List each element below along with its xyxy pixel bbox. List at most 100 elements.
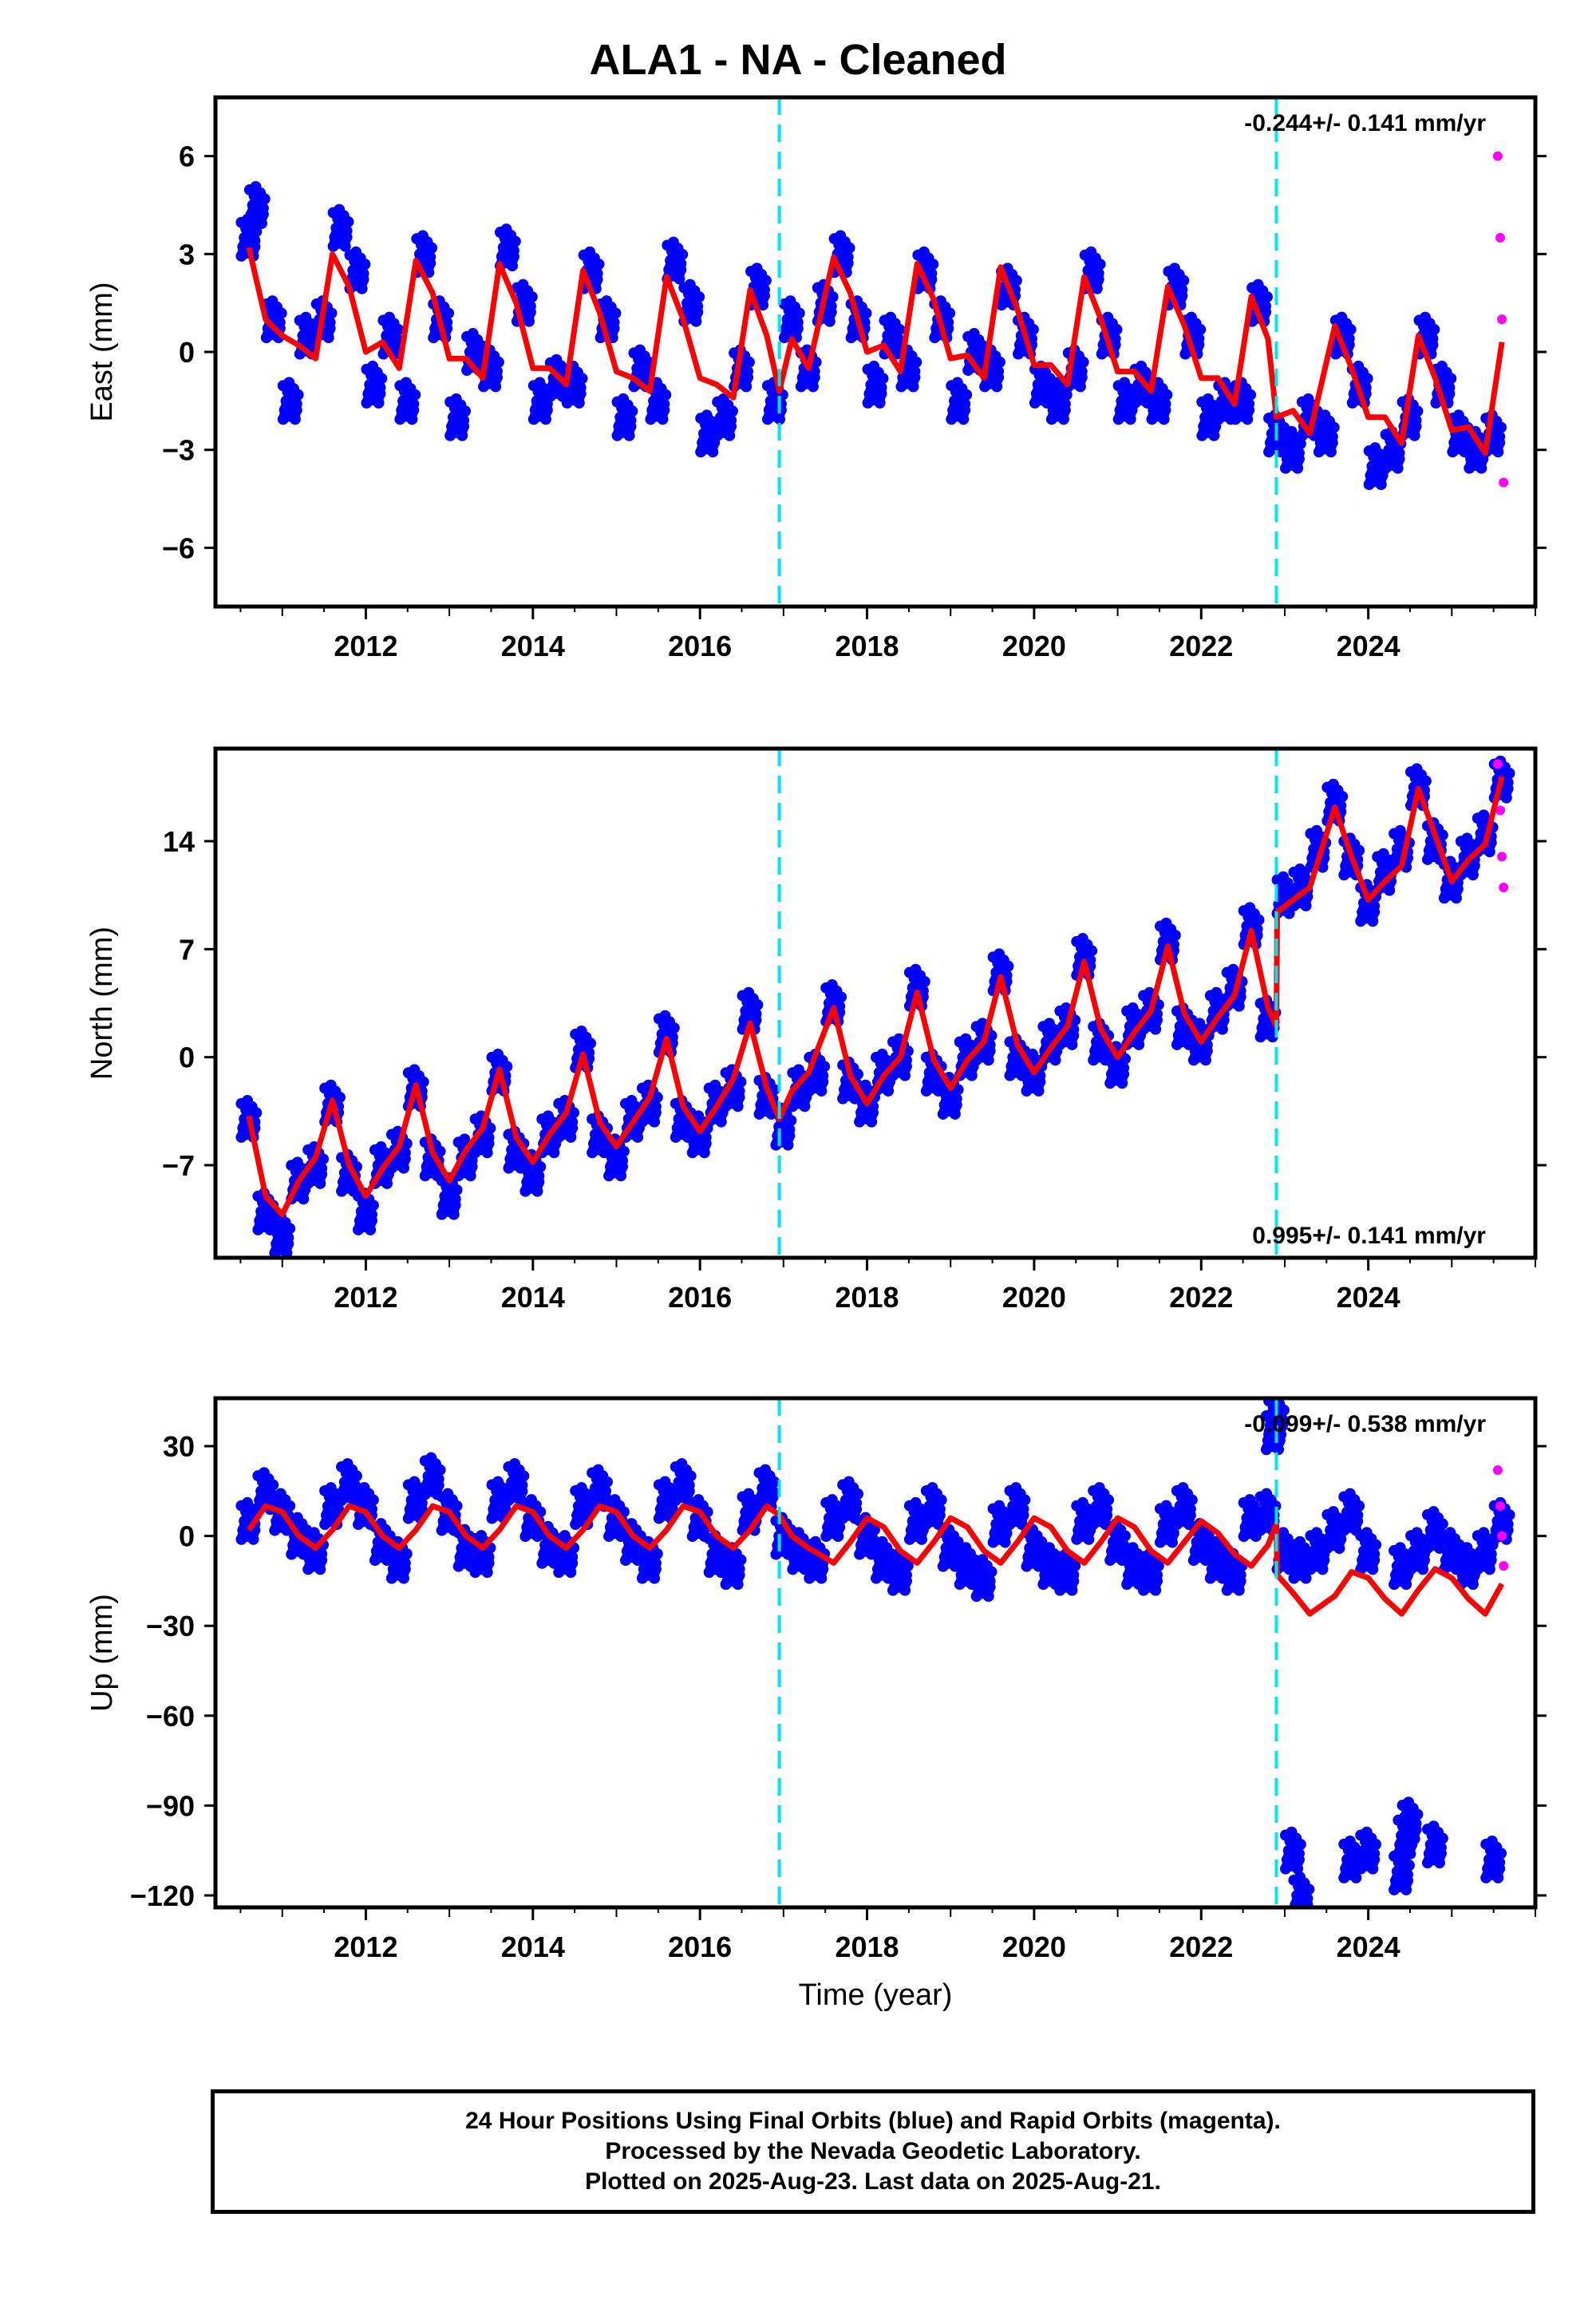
north-final-point: [1201, 1045, 1213, 1057]
north-final-point: [650, 1107, 662, 1119]
north-final-point: [659, 1010, 671, 1022]
north-final-point: [1194, 1018, 1206, 1030]
east-final-point: [665, 261, 677, 273]
up-final-point: [409, 1476, 421, 1488]
up-final-point: [272, 1512, 284, 1524]
up-final-point: [1410, 1824, 1422, 1836]
up-final-point: [1444, 1527, 1456, 1539]
east-final-point: [534, 377, 546, 389]
up-rapid-point: [1499, 1561, 1509, 1571]
east-final-point: [1293, 453, 1305, 465]
up-final-point: [1344, 1488, 1356, 1500]
east-final-point: [1119, 377, 1131, 389]
east-rapid-point: [1499, 477, 1509, 488]
east-final-point: [968, 328, 980, 340]
north-final-point: [1411, 763, 1423, 775]
up-final-point: [1302, 1899, 1314, 1907]
north-final-point: [1024, 1073, 1036, 1085]
up-final-point: [1408, 1551, 1420, 1563]
up-final-point: [1461, 1542, 1473, 1554]
east-xtick-label: 2018: [835, 630, 899, 662]
north-final-point: [807, 1073, 819, 1085]
up-final-point: [826, 1494, 838, 1506]
up-final-point: [1361, 1527, 1373, 1539]
east-final-point: [290, 404, 302, 416]
up-final-point: [1286, 1826, 1298, 1838]
east-final-point: [1452, 409, 1464, 421]
up-final-point: [1458, 1566, 1470, 1578]
east-final-point: [1076, 371, 1088, 383]
north-final-point: [1043, 1018, 1055, 1030]
east-final-point: [1444, 388, 1456, 400]
up-final-point: [1341, 1512, 1353, 1524]
up-final-point: [666, 1504, 678, 1516]
up-final-point: [1043, 1542, 1055, 1554]
east-final-point: [1032, 385, 1044, 397]
up-final-point: [723, 1566, 735, 1578]
up-final-point: [1017, 1509, 1029, 1521]
east-final-point: [667, 236, 679, 248]
north-final-point: [338, 1173, 350, 1185]
east-final-point: [1450, 433, 1462, 445]
up-final-point: [957, 1566, 969, 1578]
north-final-point: [459, 1133, 471, 1145]
footer-line-dates: Plotted on 2025-Aug-23. Last data on 202…: [585, 2168, 1161, 2195]
up-final-point: [1485, 1554, 1497, 1566]
up-final-point: [506, 1482, 518, 1494]
east-rate-label: -0.244+/- 0.141 mm/yr: [1244, 110, 1486, 136]
north-final-point: [626, 1095, 638, 1107]
north-final-point: [1211, 986, 1223, 998]
north-final-point: [365, 1215, 377, 1227]
up-rapid-point: [1492, 1465, 1503, 1476]
east-final-point: [959, 404, 971, 416]
up-final-point: [743, 1488, 755, 1500]
north-xtick-label: 2012: [334, 1281, 397, 1314]
up-final-point: [673, 1482, 685, 1494]
east-final-point: [758, 290, 770, 302]
east-final-point: [1202, 393, 1214, 405]
up-final-point: [1357, 1551, 1369, 1563]
north-final-point: [900, 1061, 912, 1073]
east-rapid-point: [1495, 232, 1506, 243]
east-final-point: [1316, 433, 1328, 445]
north-final-point: [1034, 1076, 1046, 1088]
north-rapid-point: [1495, 805, 1506, 816]
east-ytick-label: 0: [179, 336, 195, 369]
east-final-point: [341, 231, 353, 243]
north-final-point: [1174, 1026, 1186, 1038]
east-final-point: [358, 274, 369, 286]
north-final-point: [409, 1064, 421, 1076]
north-final-point: [239, 1119, 251, 1131]
east-final-point: [835, 230, 847, 242]
east-final-point: [725, 421, 737, 433]
east-final-point: [497, 247, 509, 259]
up-xtick-label: 2022: [1169, 1931, 1233, 1963]
up-final-point: [291, 1512, 303, 1524]
east-final-point: [397, 401, 409, 413]
east-final-point: [1369, 442, 1381, 454]
east-final-point: [524, 306, 536, 318]
east-final-point: [875, 388, 887, 400]
up-final-point: [399, 1563, 411, 1575]
north-final-point: [1258, 1018, 1270, 1030]
east-final-point: [250, 180, 262, 192]
east-final-point: [400, 377, 412, 389]
up-final-point: [1041, 1566, 1053, 1578]
north-final-point: [617, 1160, 629, 1172]
up-final-point: [1424, 1844, 1436, 1856]
footer-line-processor: Processed by the Nevada Geodetic Laborat…: [605, 2138, 1141, 2164]
up-final-point: [1403, 1796, 1415, 1808]
up-final-point: [1151, 1575, 1163, 1587]
up-rapid-point: [1497, 1531, 1507, 1541]
east-final-point: [784, 295, 796, 307]
up-final-point: [693, 1494, 705, 1506]
up-final-point: [1278, 1527, 1290, 1539]
east-final-point: [1282, 450, 1294, 462]
east-final-point: [1260, 306, 1272, 318]
north-y-axis-title: North (mm): [85, 927, 119, 1080]
up-final-point: [977, 1554, 989, 1566]
north-frame: [213, 746, 1538, 1260]
east-final-point: [1353, 360, 1365, 372]
east-final-point: [1366, 466, 1378, 478]
